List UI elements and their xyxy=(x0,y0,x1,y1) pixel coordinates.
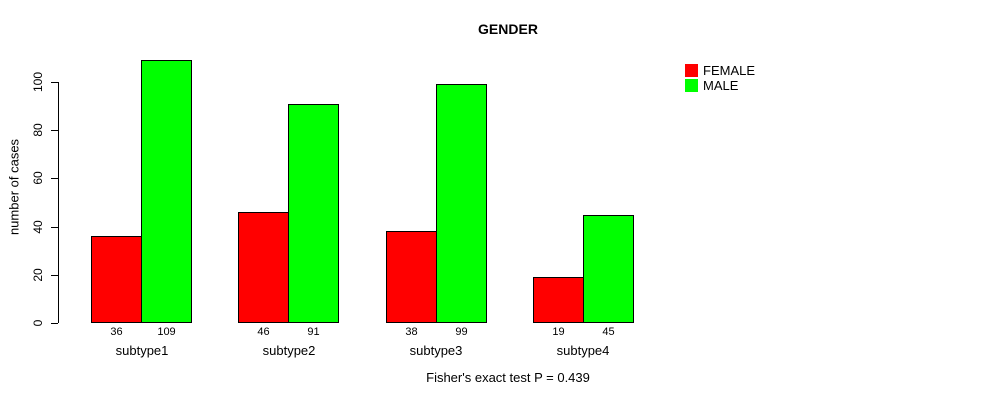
category-label-subtype2: subtype2 xyxy=(262,343,316,358)
bar-male-subtype2 xyxy=(288,104,339,323)
y-tick-mark xyxy=(51,275,58,276)
y-tick-label: 100 xyxy=(31,71,45,93)
y-tick-mark xyxy=(51,227,58,228)
value-label-male-subtype1: 109 xyxy=(157,326,176,338)
legend-item-female: FEMALE xyxy=(685,64,755,77)
value-label-female-subtype3: 38 xyxy=(405,326,418,338)
value-label-female-subtype2: 46 xyxy=(257,326,270,338)
y-axis-line xyxy=(58,82,59,323)
category-label-subtype3: subtype3 xyxy=(409,343,463,358)
y-tick-label: 40 xyxy=(31,220,45,234)
y-tick-mark xyxy=(51,178,58,179)
value-label-male-subtype2: 91 xyxy=(307,326,320,338)
bar-male-subtype1 xyxy=(141,60,192,323)
y-tick-label: 0 xyxy=(31,319,45,327)
bar-female-subtype2 xyxy=(238,212,289,323)
category-label-subtype4: subtype4 xyxy=(556,343,610,358)
y-tick-mark xyxy=(51,82,58,83)
bar-female-subtype1 xyxy=(91,236,142,323)
category-label-subtype1: subtype1 xyxy=(115,343,169,358)
y-tick-label: 60 xyxy=(31,171,45,185)
legend-item-male: MALE xyxy=(685,79,755,92)
value-label-female-subtype1: 36 xyxy=(110,326,123,338)
legend-swatch-female xyxy=(685,64,698,77)
value-label-female-subtype4: 19 xyxy=(552,326,565,338)
legend-swatch-male xyxy=(685,79,698,92)
value-label-male-subtype4: 45 xyxy=(602,326,615,338)
legend: FEMALE MALE xyxy=(685,64,755,92)
bar-female-subtype3 xyxy=(386,231,437,323)
y-tick-label: 20 xyxy=(31,268,45,282)
y-tick-mark xyxy=(51,130,58,131)
y-tick-label: 80 xyxy=(31,123,45,137)
bar-male-subtype3 xyxy=(436,84,487,323)
legend-label-male: MALE xyxy=(703,78,739,93)
value-label-male-subtype3: 99 xyxy=(455,326,468,338)
annotation-text: Fisher's exact test P = 0.439 xyxy=(426,370,590,385)
bar-male-subtype4 xyxy=(583,215,634,323)
chart-title: GENDER xyxy=(478,21,538,37)
bar-female-subtype4 xyxy=(533,277,584,323)
y-tick-mark xyxy=(51,323,58,324)
legend-label-female: FEMALE xyxy=(703,63,756,78)
